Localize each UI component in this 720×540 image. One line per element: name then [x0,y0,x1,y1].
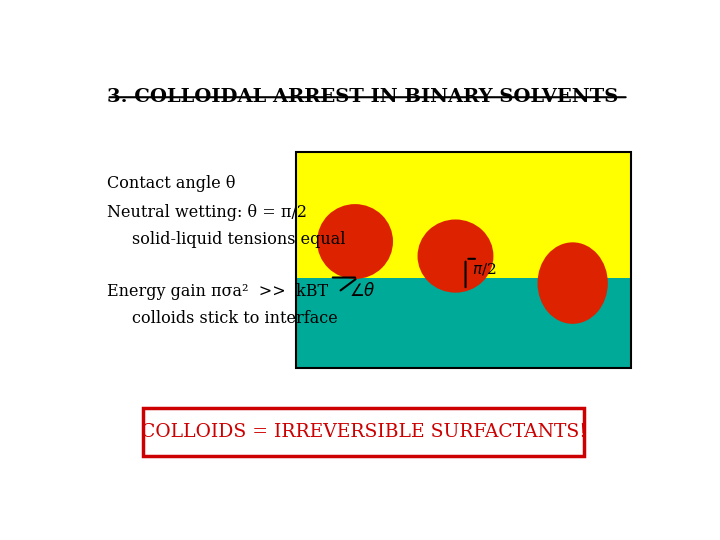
Ellipse shape [418,219,493,293]
Text: $\angle\theta$: $\angle\theta$ [349,282,377,300]
Text: Neutral wetting: θ = π/2: Neutral wetting: θ = π/2 [107,204,307,221]
Bar [297,278,631,368]
Ellipse shape [538,242,608,324]
Text: solid-liquid tensions equal: solid-liquid tensions equal [132,231,346,248]
Bar [297,152,631,368]
Text: 3. COLLOIDAL ARREST IN BINARY SOLVENTS: 3. COLLOIDAL ARREST IN BINARY SOLVENTS [107,87,618,106]
Text: colloids stick to interface: colloids stick to interface [132,310,338,327]
Bar [297,152,631,278]
Ellipse shape [317,204,393,279]
Text: Contact angle θ: Contact angle θ [107,175,235,192]
FancyBboxPatch shape [143,408,584,456]
Text: COLLOIDS = IRREVERSIBLE SURFACTANTS!: COLLOIDS = IRREVERSIBLE SURFACTANTS! [140,423,586,441]
Text: Energy gain πσa²  >>  kBT: Energy gain πσa² >> kBT [107,283,328,300]
Text: $\pi$/2: $\pi$/2 [472,261,497,277]
